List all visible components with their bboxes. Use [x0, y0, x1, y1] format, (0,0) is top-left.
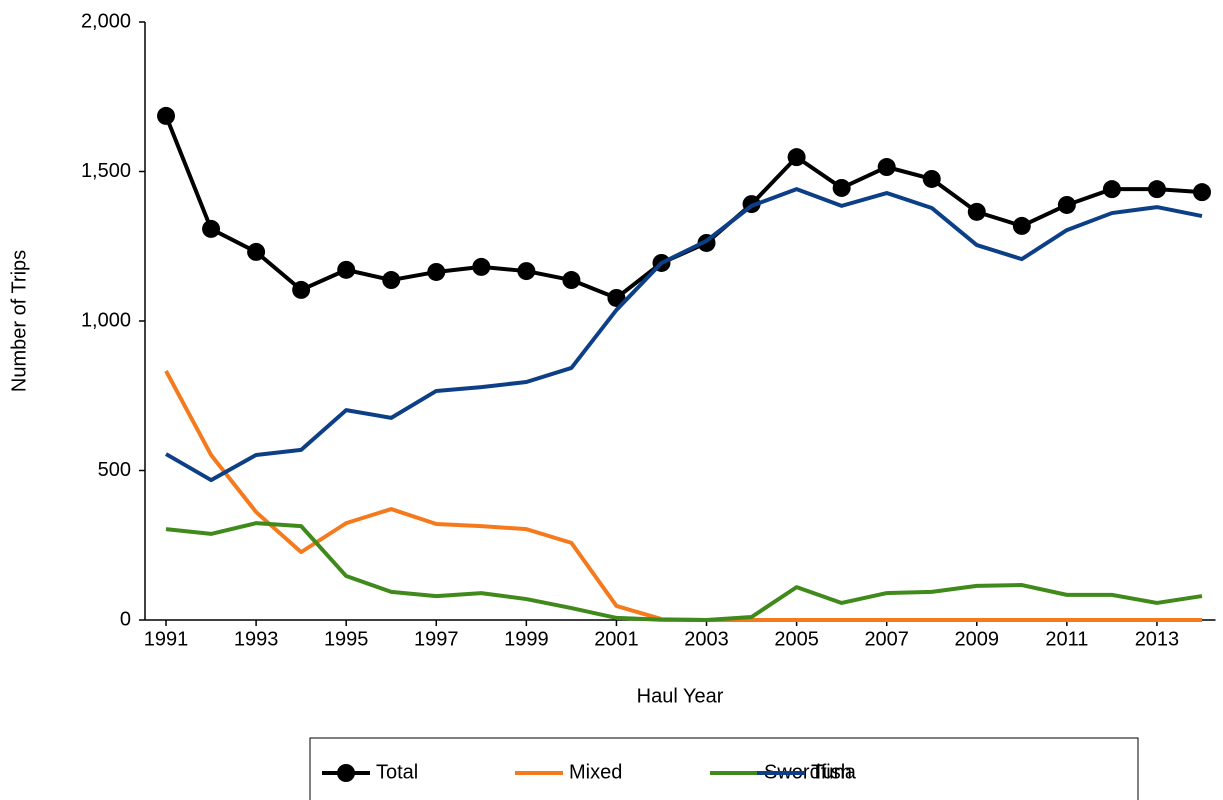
x-tick-label: 2011	[1045, 628, 1088, 650]
legend-label: Tuna	[811, 761, 857, 783]
x-axis-title: Haul Year	[637, 685, 724, 707]
y-axis-title: Number of Trips	[8, 250, 30, 392]
x-tick-label: 2001	[594, 628, 639, 650]
series-marker	[562, 271, 581, 290]
x-tick-label: 1995	[324, 628, 369, 650]
x-tick-label: 2005	[774, 628, 819, 650]
y-tick-label: 500	[98, 459, 131, 481]
series-marker	[382, 271, 401, 290]
series-marker	[1012, 216, 1031, 235]
legend-marker	[337, 764, 355, 782]
series-marker	[517, 262, 536, 281]
series-marker	[1147, 180, 1166, 199]
series-marker	[337, 260, 356, 279]
x-tick-label: 2007	[864, 628, 909, 650]
legend-label: Mixed	[569, 761, 622, 783]
series-marker	[1192, 183, 1211, 202]
legend-label: Swordfish	[764, 761, 852, 783]
x-tick-label: 1991	[144, 628, 189, 650]
series-line	[165, 187, 1203, 483]
series-marker	[922, 169, 941, 188]
series-line	[165, 521, 1203, 622]
series-marker	[787, 148, 806, 167]
series-line	[164, 369, 1202, 622]
y-tick-label: 2,000	[81, 10, 131, 32]
legend-box	[309, 737, 1139, 800]
legend-label: Total	[376, 761, 418, 783]
series-marker	[202, 219, 221, 238]
series-marker	[247, 242, 266, 261]
series-marker	[967, 202, 986, 221]
y-tick-label: 1,500	[81, 160, 131, 182]
x-tick-label: 1997	[414, 628, 459, 650]
y-tick-label: 1,000	[81, 309, 131, 331]
series-marker	[427, 262, 446, 281]
series-marker	[157, 106, 176, 125]
series-marker	[1057, 195, 1076, 214]
x-tick-label: 2013	[1135, 628, 1180, 650]
x-tick-label: 1993	[234, 628, 279, 650]
x-tick-label: 2003	[684, 628, 729, 650]
series-line	[164, 115, 1203, 300]
series-marker	[472, 257, 491, 276]
y-tick-label: 0	[120, 608, 131, 630]
x-tick-label: 1999	[504, 628, 549, 650]
series-marker	[877, 158, 896, 177]
series-marker	[292, 280, 311, 299]
series-marker	[832, 178, 851, 197]
series-marker	[1102, 180, 1121, 199]
x-tick-label: 2009	[955, 628, 1000, 650]
